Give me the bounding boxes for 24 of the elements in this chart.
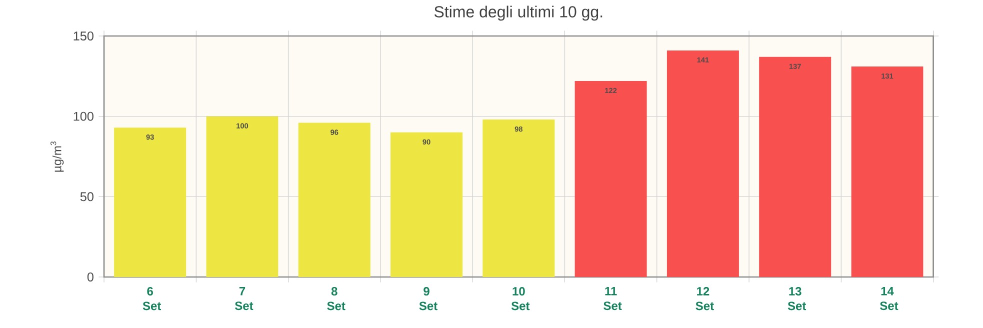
x-tick-label: 9 Set — [419, 287, 438, 310]
y-tick-label: 100 — [74, 112, 94, 121]
bar — [759, 56, 832, 277]
x-tick-label: 11 Set — [604, 287, 622, 310]
x-tick-label: 8 Set — [327, 287, 346, 310]
x-tick-label: 7 Set — [235, 287, 254, 310]
bar — [666, 50, 739, 277]
y-tick-label: 150 — [74, 32, 94, 40]
bar — [298, 122, 370, 277]
bar — [206, 116, 278, 277]
bar — [390, 132, 463, 277]
y-tick-label: 50 — [80, 192, 94, 202]
bar — [574, 80, 647, 277]
x-tick-label: 12 Set — [696, 287, 714, 310]
x-tick-label: 14 Set — [880, 287, 898, 310]
y-tick-label: 0 — [87, 272, 94, 282]
x-tick-label: 6 Set — [142, 287, 162, 310]
bar — [851, 66, 924, 277]
x-tick-label: 10 Set — [511, 287, 530, 310]
bar — [482, 120, 555, 277]
x-tick-label: 13 Set — [788, 287, 806, 310]
chart-title: Stime degli ultimi 10 gg. — [434, 6, 602, 21]
bar — [114, 128, 186, 277]
y-axis-title: µg/m$^{3}$ — [50, 141, 64, 172]
